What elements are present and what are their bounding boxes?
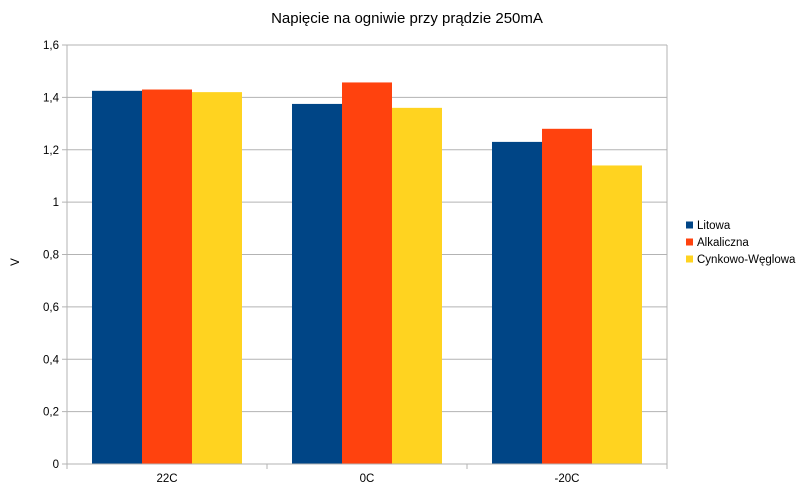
legend-label: Litowa <box>697 220 731 232</box>
bar-cynkowo-węglowa--20c <box>592 165 642 464</box>
y-tick-labels: 0 0,2 0,4 0,6 0,8 1 1,2 1,4 1,6 <box>43 40 60 471</box>
x-tick-label: 0C <box>360 473 375 485</box>
y-tick-label: 0,4 <box>43 354 60 366</box>
y-axis-label: V <box>10 258 22 266</box>
legend-swatch <box>686 221 693 229</box>
legend-label: Alkaliczna <box>697 237 749 249</box>
axes <box>66 45 668 469</box>
bar-alkaliczna--20c <box>542 128 592 465</box>
chart-title: Napięcie na ogniwie przy prądzie 250mA <box>271 10 543 27</box>
y-tick-label: 1,2 <box>43 145 59 157</box>
legend-swatch <box>686 238 693 246</box>
x-tick-label: -20C <box>555 473 580 485</box>
y-tick-label: 1,6 <box>43 40 59 52</box>
legend: Litowa Alkaliczna Cynkowo-Węglowa <box>686 220 796 266</box>
x-tick-labels: 22C 0C -20C <box>156 473 579 485</box>
bar-alkaliczna-0c <box>342 82 392 465</box>
y-tick-label: 0,8 <box>43 250 59 262</box>
y-tick-label: 0 <box>53 459 59 471</box>
y-tick-label: 0,2 <box>43 407 59 419</box>
legend-swatch <box>686 255 693 263</box>
bars <box>92 82 642 465</box>
bar-litowa-0c <box>292 103 342 464</box>
y-tick-label: 0,6 <box>43 302 59 314</box>
x-tick-label: 22C <box>156 473 177 485</box>
legend-label: Cynkowo-Węglowa <box>697 254 796 266</box>
bar-alkaliczna-22c <box>142 89 192 465</box>
y-tick-label: 1,4 <box>43 92 60 104</box>
bar-cynkowo-węglowa-0c <box>392 107 442 464</box>
bar-litowa--20c <box>492 141 542 465</box>
bar-cynkowo-węglowa-22c <box>192 92 242 464</box>
bar-litowa-22c <box>92 90 142 464</box>
y-tick-label: 1 <box>53 197 59 209</box>
